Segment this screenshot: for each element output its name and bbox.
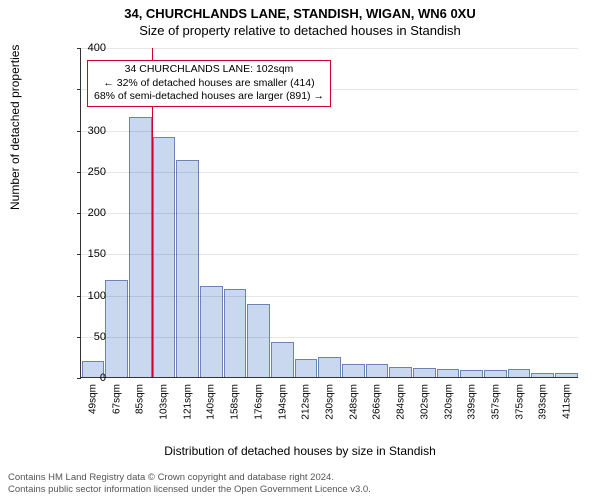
histogram-bar (271, 342, 294, 377)
xtick-label: 140sqm (206, 384, 217, 420)
gridline (81, 172, 578, 173)
histogram-bar (366, 364, 389, 377)
histogram-bar (318, 357, 341, 377)
histogram-bar (508, 369, 531, 377)
xtick-label: 357sqm (491, 384, 502, 420)
ytick-label: 300 (78, 125, 106, 137)
xtick-label: 266sqm (372, 384, 383, 420)
gridline (81, 131, 578, 132)
histogram-bar (224, 289, 247, 377)
histogram-bar (129, 117, 152, 377)
histogram-bar (460, 370, 483, 377)
xtick-label: 49sqm (87, 384, 98, 414)
xtick-label: 411sqm (562, 384, 573, 419)
xtick-label: 393sqm (538, 384, 549, 420)
chart-subtitle: Size of property relative to detached ho… (0, 23, 600, 38)
histogram-bar (247, 304, 270, 377)
xtick-label: 103sqm (159, 384, 170, 420)
footer-line-2: Contains public sector information licen… (8, 484, 371, 496)
annotation-line: ← 32% of detached houses are smaller (41… (94, 77, 324, 91)
gridline (81, 48, 578, 49)
histogram-bar (389, 367, 412, 377)
annotation-line: 68% of semi-detached houses are larger (… (94, 90, 324, 104)
xtick-label: 284sqm (396, 384, 407, 420)
gridline (81, 254, 578, 255)
histogram-bar (295, 359, 318, 377)
xtick-label: 375sqm (514, 384, 525, 420)
xtick-label: 176sqm (253, 384, 264, 420)
ytick-label: 400 (78, 42, 106, 54)
gridline (81, 337, 578, 338)
ytick-label: 250 (78, 166, 106, 178)
xtick-label: 248sqm (348, 384, 359, 420)
xtick-label: 320sqm (443, 384, 454, 420)
plot-area: 05010015020025030035040049sqm67sqm85sqm1… (80, 48, 578, 378)
histogram-bar (531, 373, 554, 377)
gridline (81, 213, 578, 214)
histogram-bar (437, 369, 460, 377)
footer-line-1: Contains HM Land Registry data © Crown c… (8, 472, 371, 484)
xtick-label: 194sqm (277, 384, 288, 420)
ytick-label: 200 (78, 207, 106, 219)
xtick-label: 302sqm (419, 384, 430, 420)
histogram-bar (153, 137, 176, 377)
ytick-label: 50 (78, 331, 106, 343)
xtick-label: 230sqm (325, 384, 336, 420)
xtick-label: 121sqm (182, 384, 193, 420)
ytick-label: 0 (78, 372, 106, 384)
histogram-bar (105, 280, 128, 377)
chart-title: 34, CHURCHLANDS LANE, STANDISH, WIGAN, W… (0, 6, 600, 21)
ytick-label: 100 (78, 290, 106, 302)
ytick-label: 150 (78, 248, 106, 260)
xtick-label: 67sqm (111, 384, 122, 414)
histogram-bar (200, 286, 223, 377)
y-axis-label: Number of detached properties (8, 45, 22, 210)
x-axis-label: Distribution of detached houses by size … (0, 444, 600, 458)
histogram-bar (176, 160, 199, 377)
histogram-bar (342, 364, 365, 377)
gridline (81, 296, 578, 297)
xtick-label: 339sqm (467, 384, 478, 420)
xtick-label: 85sqm (135, 384, 146, 414)
annotation-box: 34 CHURCHLANDS LANE: 102sqm← 32% of deta… (87, 60, 331, 107)
chart-area: 05010015020025030035040049sqm67sqm85sqm1… (50, 48, 590, 418)
histogram-bar (413, 368, 436, 377)
footer-attribution: Contains HM Land Registry data © Crown c… (8, 472, 371, 496)
xtick-label: 158sqm (230, 384, 241, 420)
annotation-line: 34 CHURCHLANDS LANE: 102sqm (94, 63, 324, 77)
xtick-label: 212sqm (301, 384, 312, 420)
histogram-bar (484, 370, 507, 377)
histogram-bar (555, 373, 578, 377)
